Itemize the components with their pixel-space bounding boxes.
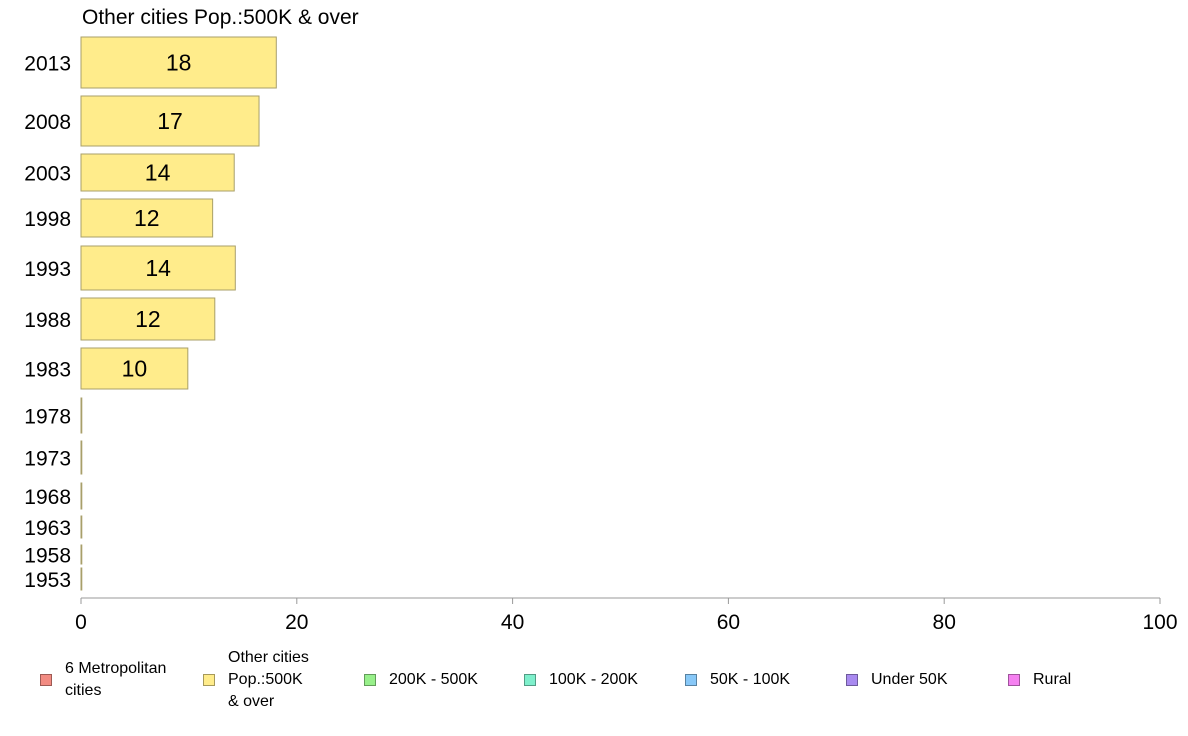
y-tick-label-1998: 1998: [24, 208, 71, 231]
legend-item: Rural: [1008, 669, 1071, 691]
bar-1978: [80, 397, 83, 434]
bar-1998: [80, 198, 214, 238]
x-tick-label-40: 40: [501, 611, 524, 634]
x-tick-label-80: 80: [933, 611, 956, 634]
legend: 6 Metropolitan cities Other cities Pop.:5…: [0, 646, 1188, 716]
bar-1993: [80, 245, 236, 291]
bar-value-label-1983: 10: [122, 356, 148, 382]
y-tick-label-1963: 1963: [24, 517, 71, 540]
legend-swatch: [846, 674, 858, 686]
legend-item: 100K - 200K: [524, 669, 638, 691]
bar-2013: [80, 36, 277, 89]
legend-swatch: [203, 674, 215, 686]
bar-1968: [80, 482, 83, 510]
legend-label: 100K - 200K: [549, 671, 638, 688]
y-tick-label-1968: 1968: [24, 486, 71, 509]
chart-title: Other cities Pop.:500K & over: [82, 6, 359, 29]
legend-swatch: [1008, 674, 1020, 686]
bar-value-label-1998: 12: [134, 205, 160, 231]
bars-layer: 18 17 14 12 14 12 10: [80, 36, 277, 591]
bar-1953: [80, 567, 83, 591]
y-axis-labels: 2013 2008 2003 1998 1993 1988 1983 1978 1973 1968…: [24, 53, 71, 593]
bar-value-label-2013: 18: [166, 50, 192, 76]
legend-swatch: [40, 674, 52, 686]
legend-item: 50K - 100K: [685, 669, 790, 691]
x-tick-label-60: 60: [717, 611, 740, 634]
y-tick-label-1988: 1988: [24, 309, 71, 332]
legend-label: Rural: [1033, 671, 1072, 688]
bar-value-label-1988: 12: [135, 306, 161, 332]
legend-item: 6 Metropolitan cities: [40, 658, 166, 702]
bar-1958: [80, 544, 83, 565]
legend-swatch: [524, 674, 536, 686]
bar-1973: [80, 440, 83, 475]
legend-label: 6 Metropolitan cities: [65, 660, 167, 699]
bar-chart: 18 17 14 12 14 12 10 0 20 40 60 80 100 2013 2008 2003…: [24, 36, 1178, 634]
y-tick-label-2008: 2008: [24, 111, 71, 134]
x-tick-label-0: 0: [75, 611, 87, 634]
bar-1988: [80, 297, 216, 341]
y-tick-label-1993: 1993: [24, 258, 71, 281]
y-tick-label-1978: 1978: [24, 406, 71, 429]
y-tick-label-2003: 2003: [24, 163, 71, 186]
legend-label: 50K - 100K: [710, 671, 791, 688]
legend-label: 200K - 500K: [389, 671, 478, 688]
legend-label: Other cities Pop.:500K & over: [228, 649, 309, 710]
y-tick-label-1983: 1983: [24, 359, 71, 382]
bar-value-label-2003: 14: [145, 160, 171, 186]
legend-item: Under 50K: [846, 669, 948, 691]
x-tick-label-100: 100: [1142, 611, 1177, 634]
y-tick-label-1973: 1973: [24, 448, 71, 471]
y-tick-label-2013: 2013: [24, 53, 71, 76]
bar-1983: [80, 347, 189, 390]
x-axis: 0 20 40 60 80 100: [75, 597, 1178, 634]
legend-label: Under 50K: [871, 671, 948, 688]
x-tick-label-20: 20: [285, 611, 308, 634]
y-tick-label-1958: 1958: [24, 545, 71, 568]
legend-swatch: [685, 674, 697, 686]
bar-value-label-2008: 17: [157, 108, 183, 134]
bar-value-label-1993: 14: [145, 255, 171, 281]
legend-item: 200K - 500K: [364, 669, 478, 691]
bar-2008: [80, 95, 260, 147]
bar-1963: [80, 515, 83, 539]
legend-swatch: [364, 674, 376, 686]
bar-2003: [80, 153, 235, 192]
y-tick-label-1953: 1953: [24, 569, 71, 592]
legend-item: Other cities Pop.:500K & over: [203, 647, 309, 713]
